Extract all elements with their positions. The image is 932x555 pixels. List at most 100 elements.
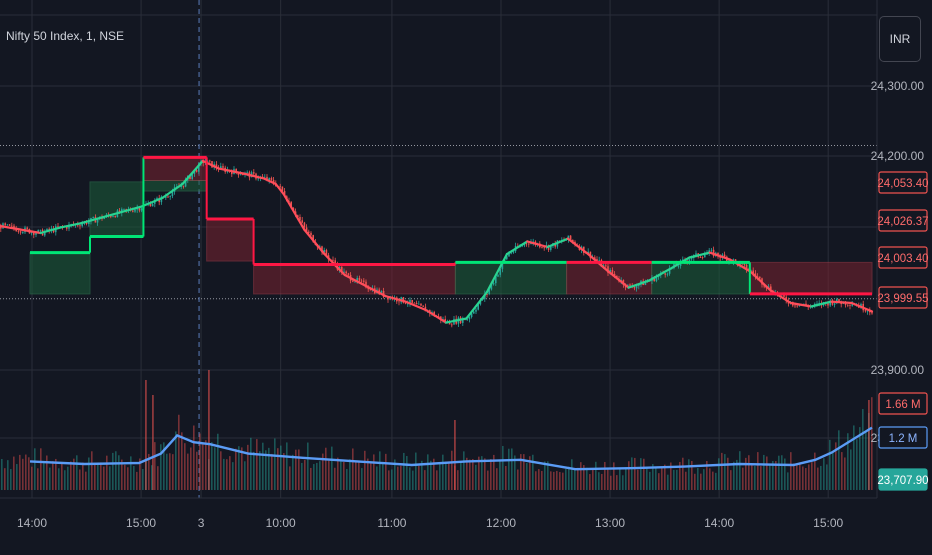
candle-body [96, 219, 99, 223]
price-tag-box [878, 209, 928, 232]
candle-body [13, 225, 15, 229]
price-ma-segment [688, 251, 711, 259]
price-tag-box [878, 171, 928, 194]
volume-bar [235, 448, 237, 490]
volume-bar [397, 466, 399, 490]
volume-bar [493, 454, 495, 490]
price-tick-label: 23,900.00 [871, 363, 925, 377]
candle-body [112, 216, 114, 217]
volume-bar [277, 448, 279, 490]
candle-body [303, 222, 306, 228]
volume-bar [691, 460, 693, 490]
candle-body [44, 231, 46, 236]
volume-bar [103, 466, 105, 490]
volume-bar [268, 447, 270, 490]
volume-bar [73, 458, 75, 490]
price-ma-segment [404, 300, 427, 312]
candle-body [411, 300, 413, 303]
volume-bar [586, 467, 588, 490]
volume-bar [478, 456, 480, 490]
candle-body [682, 259, 684, 261]
price-ma-segment [59, 222, 83, 229]
candle-body [422, 305, 424, 307]
price-ma-segment [262, 177, 277, 186]
price-ma-segment [19, 228, 42, 235]
volume-bar [529, 456, 531, 490]
price-ma-segment [465, 291, 488, 320]
candle-body [611, 269, 614, 274]
candle-body [22, 232, 24, 233]
volume-bar [502, 445, 504, 490]
candle-body [644, 281, 647, 286]
currency-button[interactable]: INR [879, 16, 921, 62]
price-ma-segment [217, 167, 245, 175]
chart-title: Nifty 50 Index, 1, NSE [6, 29, 125, 43]
volume-bar [184, 443, 186, 490]
volume-bar [841, 452, 843, 490]
volume-bar [442, 454, 444, 490]
volume-bar [40, 448, 42, 490]
candle-body [833, 303, 836, 305]
price-ma-segment [485, 252, 509, 294]
volume-bar [415, 452, 417, 490]
volume-bar [406, 456, 408, 490]
candle-body [325, 249, 328, 256]
volume-bar [583, 465, 585, 490]
volume-bar [163, 442, 165, 490]
candle-body [495, 276, 497, 284]
volume-bar [328, 460, 330, 490]
volume-bar [385, 453, 387, 490]
candle-body [138, 207, 141, 211]
volume-bar [721, 452, 723, 490]
candle-body [734, 259, 737, 262]
candle-body [81, 223, 83, 227]
volume-bar [619, 467, 621, 490]
volume-bar [694, 473, 696, 490]
volume-bar [319, 461, 321, 490]
regime-bands [29, 156, 873, 295]
volume-bar [808, 464, 810, 490]
candle-body [409, 300, 411, 304]
volume-bar [622, 475, 624, 490]
volume-bar [472, 458, 474, 490]
price-tick-label: 24,300.00 [871, 79, 925, 93]
volume-bar [781, 455, 783, 490]
volume-bar [520, 454, 522, 490]
candle-body [297, 215, 299, 218]
volume-bar [688, 459, 690, 490]
candle-body [838, 299, 840, 303]
candle-body [30, 231, 33, 234]
volume-bar [394, 459, 396, 490]
volume-bar [862, 409, 864, 490]
candle-body [444, 318, 446, 323]
price-ma-segment [100, 210, 123, 219]
volume-bar [358, 461, 360, 490]
candle-body [242, 174, 244, 176]
volume-bar [118, 455, 120, 490]
volume-bar [703, 469, 705, 490]
volume-bar [46, 455, 48, 490]
candle-body [415, 302, 418, 305]
price-ma-segment [647, 268, 671, 282]
volume-bar [709, 468, 711, 490]
price-ma-segment [546, 237, 569, 249]
candle-body [35, 232, 37, 235]
volume-bar [181, 432, 183, 490]
volume-bar [373, 454, 375, 490]
candle-body [360, 280, 363, 282]
candle-body [528, 243, 530, 245]
candle-body [103, 217, 105, 219]
price-ma-segment [526, 240, 549, 249]
volume-bar [595, 461, 597, 490]
volume-bar [370, 463, 372, 490]
volume-bars [1, 370, 873, 490]
candle-body [215, 164, 218, 168]
volume-bar [301, 462, 303, 490]
volume-bar [304, 459, 306, 490]
volume-bar [211, 442, 213, 490]
volume-bar [376, 466, 378, 490]
volume-bar [712, 471, 714, 490]
candle-body [695, 253, 697, 255]
